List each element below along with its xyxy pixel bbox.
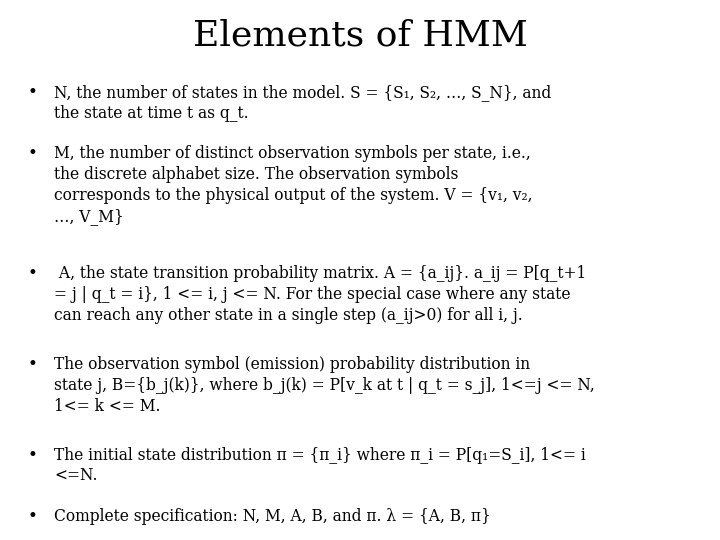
Text: M, the number of distinct observation symbols per state, i.e.,
the discrete alph: M, the number of distinct observation sy… bbox=[54, 145, 533, 225]
Text: The observation symbol (emission) probability distribution in
state j, B={b_j(k): The observation symbol (emission) probab… bbox=[54, 356, 595, 415]
Text: •: • bbox=[27, 84, 37, 100]
Text: •: • bbox=[27, 145, 37, 162]
Text: Elements of HMM: Elements of HMM bbox=[192, 19, 528, 53]
Text: •: • bbox=[27, 508, 37, 525]
Text: Complete specification: N, M, A, B, and π. λ = {A, B, π}: Complete specification: N, M, A, B, and … bbox=[54, 508, 491, 525]
Text: •: • bbox=[27, 356, 37, 373]
Text: The initial state distribution π = {π_i} where π_i = P[q₁=S_i], 1<= i
<=N.: The initial state distribution π = {π_i}… bbox=[54, 447, 586, 484]
Text: •: • bbox=[27, 447, 37, 463]
Text: A, the state transition probability matrix. A = {a_ij}. a_ij = P[q_t+1
= j | q_t: A, the state transition probability matr… bbox=[54, 265, 586, 324]
Text: N, the number of states in the model. S = {S₁, S₂, …, S_N}, and
the state at tim: N, the number of states in the model. S … bbox=[54, 84, 552, 122]
Text: •: • bbox=[27, 265, 37, 282]
